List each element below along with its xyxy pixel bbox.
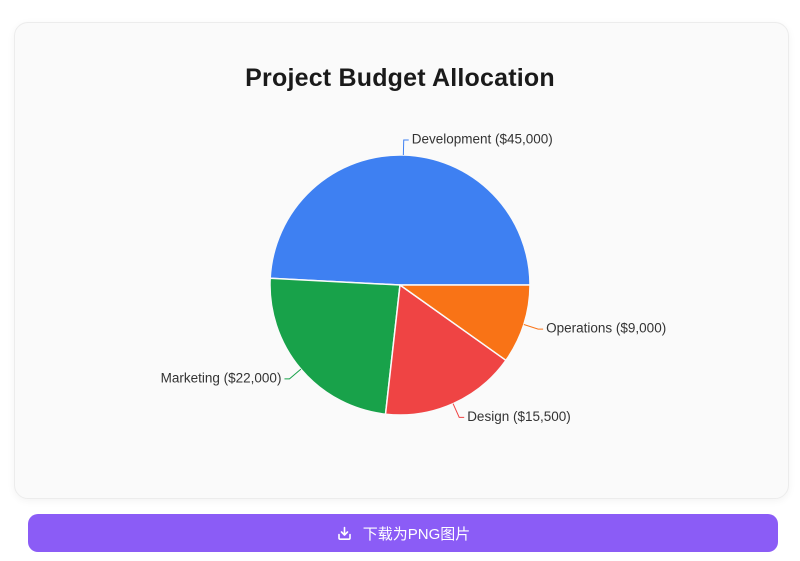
pie-label-line-marketing [284, 368, 302, 380]
pie-label-marketing: Marketing ($22,000) [161, 370, 282, 385]
pie-label-line-design [452, 403, 465, 418]
pie-label-line-development [402, 139, 409, 156]
download-icon [336, 525, 353, 542]
pie-label-operations: Operations ($9,000) [546, 321, 666, 336]
download-png-button[interactable]: 下载为PNG图片 [28, 514, 778, 552]
pie-slice-development[interactable] [269, 154, 531, 286]
pie-slice-marketing[interactable] [269, 277, 401, 415]
pie-slice-operations[interactable] [399, 284, 531, 362]
pie-slice-design[interactable] [384, 284, 507, 416]
chart-title: Project Budget Allocation [245, 64, 555, 92]
download-button-label: 下载为PNG图片 [362, 525, 471, 543]
pie-label-development: Development ($45,000) [412, 132, 553, 147]
pie-label-line-operations [523, 324, 544, 330]
pie-label-design: Design ($15,500) [467, 409, 571, 424]
